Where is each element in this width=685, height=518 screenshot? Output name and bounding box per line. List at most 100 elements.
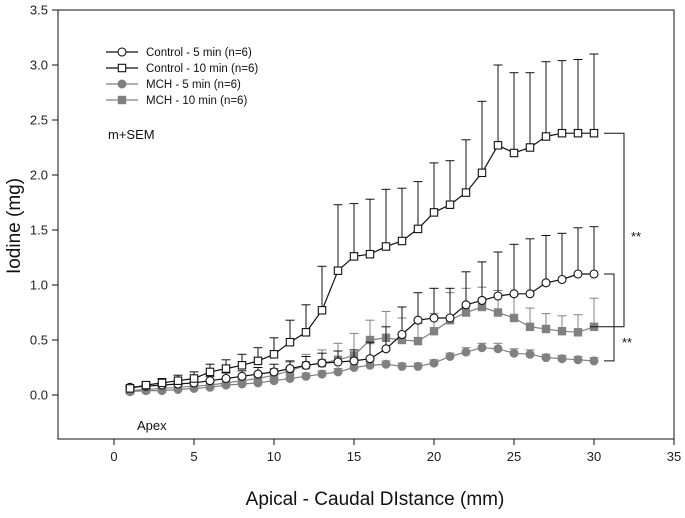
y-tick-label: 1.0	[30, 278, 48, 293]
legend-item: MCH - 10 min (n=6)	[106, 95, 247, 107]
data-point	[541, 353, 551, 363]
data-point	[125, 384, 135, 393]
data-point	[413, 315, 423, 325]
significance-bracket-lower	[604, 273, 615, 362]
x-tick-label: 20	[427, 449, 441, 464]
y-tick-label: 3.5	[30, 3, 48, 18]
data-point	[157, 378, 167, 388]
data-point	[557, 354, 567, 364]
apex-label: Apex	[137, 418, 167, 433]
data-point	[285, 364, 295, 374]
data-point	[413, 361, 423, 371]
data-point	[317, 306, 327, 315]
series-line	[129, 273, 594, 388]
data-point	[461, 300, 471, 310]
data-point	[317, 369, 327, 379]
legend-label: Control - 5 min (n=6)	[146, 47, 252, 59]
data-point	[349, 356, 359, 366]
data-point	[589, 128, 599, 138]
legend-item: Control - 5 min (n=6)	[106, 47, 252, 59]
data-point	[333, 357, 343, 367]
data-point	[117, 79, 127, 89]
data-point	[589, 269, 599, 279]
data-point	[205, 376, 215, 386]
y-axis-title: Iodine (mg)	[4, 178, 25, 274]
data-point	[461, 308, 471, 317]
x-tick-label: 30	[587, 449, 601, 464]
data-point	[445, 200, 455, 209]
data-point	[237, 371, 247, 381]
series-line	[129, 306, 595, 392]
data-point	[429, 313, 439, 323]
data-point	[381, 242, 391, 251]
data-point	[509, 313, 519, 323]
data-point	[381, 344, 391, 354]
data-point	[285, 337, 295, 347]
data-point	[525, 349, 535, 359]
y-tick-label: 0.5	[30, 333, 48, 348]
data-point	[117, 95, 127, 105]
data-point	[381, 359, 391, 369]
x-tick-label: 35	[667, 449, 681, 464]
legend: Control - 5 min (n=6) Control - 10 min (n…	[106, 47, 258, 107]
y-tick-label: 1.5	[30, 223, 48, 238]
data-point	[557, 128, 567, 138]
data-point	[333, 367, 343, 377]
legend-label: MCH - 5 min (n=6)	[146, 79, 241, 91]
data-point	[269, 367, 279, 377]
y-tick-label: 3.0	[30, 58, 48, 73]
data-point	[117, 63, 127, 73]
data-point	[573, 355, 583, 365]
data-point	[525, 289, 535, 299]
data-point	[509, 148, 519, 158]
data-point	[253, 356, 263, 366]
data-point	[429, 208, 439, 217]
y-tick-label: 2.5	[30, 113, 48, 128]
legend-item: Control - 10 min (n=6)	[106, 63, 258, 75]
data-point	[477, 168, 487, 178]
legend-item: MCH - 5 min (n=6)	[106, 79, 241, 91]
data-point	[493, 308, 503, 317]
x-tick-label: 25	[507, 449, 521, 464]
data-point	[541, 324, 551, 334]
data-point	[221, 364, 231, 373]
data-point	[221, 373, 231, 384]
data-point	[413, 336, 423, 346]
x-tick-label: 5	[190, 449, 197, 464]
significance-lower-label: **	[622, 335, 632, 350]
data-point	[509, 289, 519, 299]
axes-group: 0 5 10 15 20 25 30 35 0.0 0.5 1.0 1.5 2.0 2.5 3.0 3.5	[30, 3, 681, 465]
data-point	[573, 269, 583, 279]
data-point	[285, 374, 295, 383]
data-point	[205, 367, 215, 377]
data-point	[349, 252, 359, 261]
x-tick-label: 10	[267, 449, 281, 464]
data-point	[365, 249, 375, 259]
plot-frame	[57, 9, 675, 440]
data-point	[493, 344, 503, 354]
significance-upper-label: **	[631, 229, 641, 244]
y-tick-label: 0.0	[30, 388, 48, 403]
series-line	[129, 347, 595, 393]
data-point	[397, 329, 407, 340]
data-point	[253, 369, 263, 379]
data-point	[301, 328, 311, 337]
data-point	[397, 361, 407, 371]
data-point	[397, 236, 407, 246]
series-line	[129, 132, 594, 389]
data-point	[301, 360, 311, 370]
data-point	[541, 278, 551, 288]
data-point	[557, 274, 567, 285]
data-point	[317, 358, 327, 368]
data-point	[541, 132, 551, 141]
data-point	[429, 327, 439, 336]
x-tick-label: 15	[347, 449, 361, 464]
x-axis-title: Apical - Caudal DIstance (mm)	[246, 489, 505, 510]
data-point	[333, 266, 343, 275]
significance-bracket-upper	[590, 132, 625, 328]
data-point	[477, 295, 487, 305]
data-point	[493, 141, 503, 150]
data-point	[189, 374, 199, 383]
data-point	[237, 361, 247, 370]
